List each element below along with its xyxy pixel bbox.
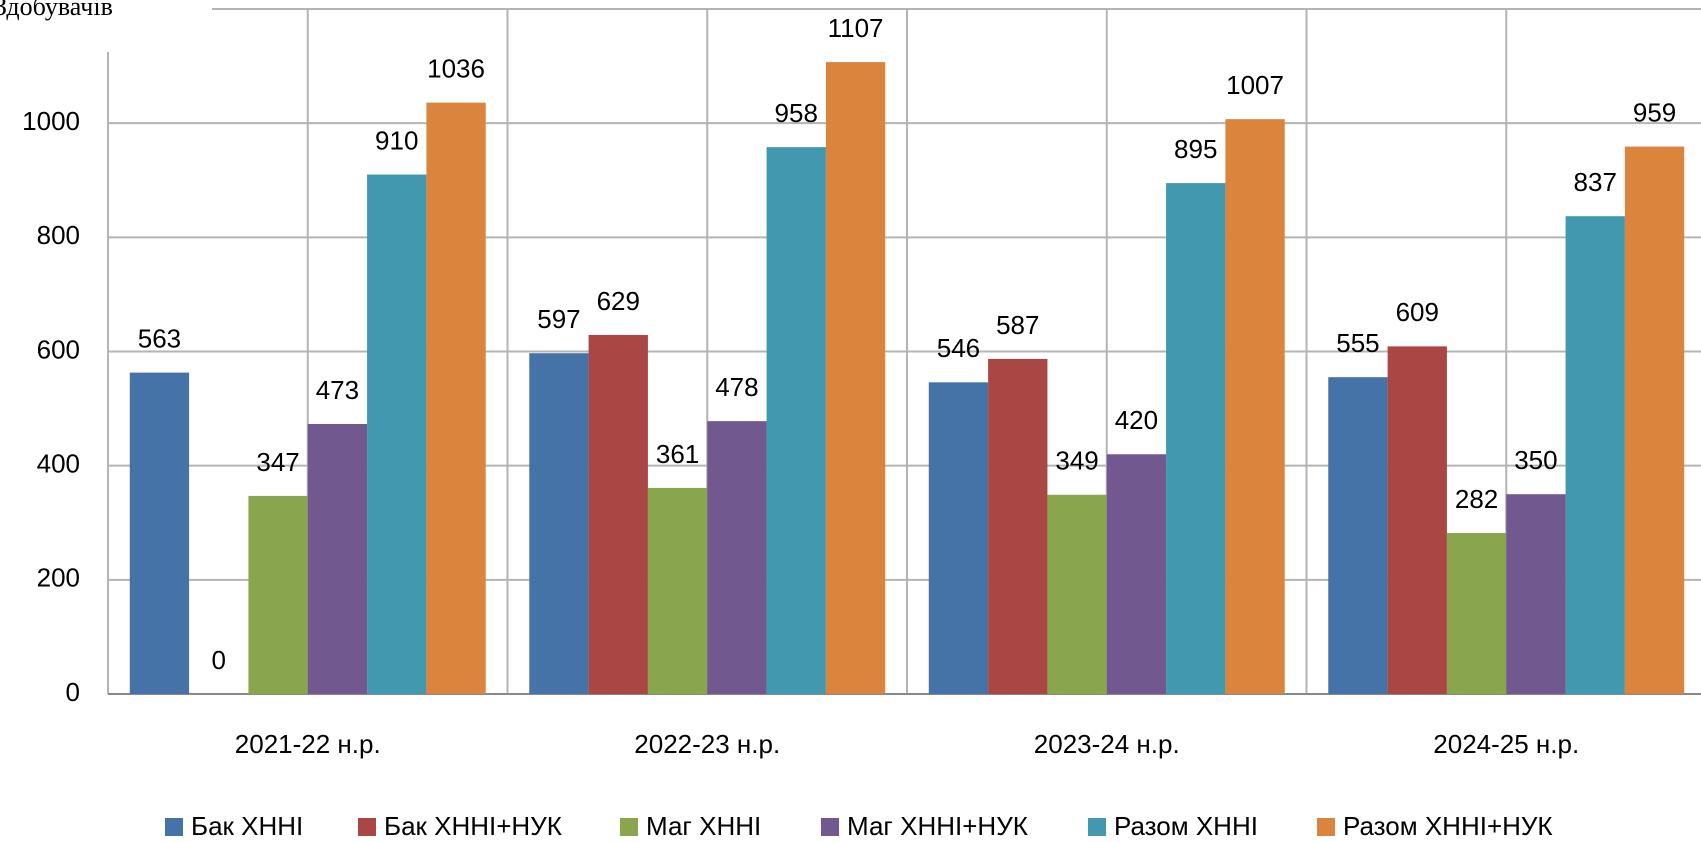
bar — [1225, 119, 1285, 694]
legend-swatch — [620, 818, 638, 836]
legend-swatch — [821, 818, 839, 836]
bar — [1506, 494, 1566, 694]
legend-label: Бак ХННІ — [191, 811, 303, 841]
y-tick-label: 800 — [37, 220, 80, 250]
y-tick-label: 600 — [37, 334, 80, 364]
x-tick-label: 2022-23 н.р. — [634, 729, 780, 759]
bar — [426, 102, 486, 694]
bar — [367, 174, 427, 694]
y-axis-label: Здобувачів — [0, 0, 113, 21]
data-label: 349 — [1055, 446, 1098, 476]
data-label: 629 — [597, 286, 640, 316]
bar — [988, 358, 1048, 694]
legend-swatch — [1088, 818, 1106, 836]
bar — [1106, 454, 1167, 694]
data-label: 0 — [212, 645, 226, 675]
legend-swatch — [358, 818, 376, 836]
data-label: 958 — [775, 98, 818, 128]
bar — [928, 382, 989, 694]
bar — [248, 495, 308, 694]
data-label: 555 — [1336, 328, 1379, 358]
x-tick-label: 2023-24 н.р. — [1034, 729, 1180, 759]
data-label: 420 — [1115, 405, 1158, 435]
data-label: 1036 — [427, 53, 485, 83]
bar — [825, 62, 886, 694]
y-tick-label: 1000 — [22, 106, 80, 136]
y-tick-label: 0 — [66, 677, 80, 707]
y-tick-label: 200 — [37, 563, 80, 593]
legend-swatch — [165, 818, 183, 836]
data-label: 1107 — [828, 13, 884, 43]
data-label: 350 — [1514, 445, 1557, 475]
data-label: 347 — [256, 447, 299, 477]
data-label: 546 — [937, 333, 980, 363]
bar — [1047, 494, 1107, 694]
bar — [766, 147, 826, 694]
x-tick-label: 2024-25 н.р. — [1433, 729, 1579, 759]
bar — [1565, 216, 1625, 694]
data-label: 1007 — [1226, 70, 1284, 100]
y-tick-label: 400 — [37, 449, 80, 479]
bar — [529, 353, 589, 694]
legend-label: Разом ХННІ — [1114, 811, 1258, 841]
data-label: 837 — [1574, 167, 1617, 197]
legend-label: Маг ХННІ+НУК — [847, 811, 1028, 841]
data-label: 895 — [1174, 134, 1217, 164]
bar — [1624, 146, 1685, 695]
legend-label: Разом ХННІ+НУК — [1343, 811, 1553, 841]
x-tick-label: 2021-22 н.р. — [235, 729, 381, 759]
data-label: 609 — [1396, 297, 1439, 327]
data-label: 597 — [537, 304, 580, 334]
data-label: 478 — [715, 372, 758, 402]
bar — [707, 421, 767, 694]
data-label: 910 — [375, 125, 418, 155]
bar — [129, 372, 190, 694]
data-label: 587 — [996, 310, 1039, 340]
bar — [1387, 346, 1447, 694]
bar — [647, 487, 708, 694]
bar — [1328, 377, 1388, 694]
legend-swatch — [1317, 818, 1335, 836]
bar — [1166, 183, 1226, 694]
data-label: 563 — [138, 323, 181, 353]
data-label: 282 — [1455, 484, 1498, 514]
bar — [1446, 533, 1507, 694]
legend-label: Бак ХННІ+НУК — [384, 811, 562, 841]
bar — [307, 423, 368, 694]
legend-label: Маг ХННІ — [646, 811, 761, 841]
bar — [588, 334, 648, 694]
data-label: 473 — [316, 375, 359, 405]
data-label: 361 — [656, 439, 699, 469]
data-label: 959 — [1633, 97, 1676, 127]
